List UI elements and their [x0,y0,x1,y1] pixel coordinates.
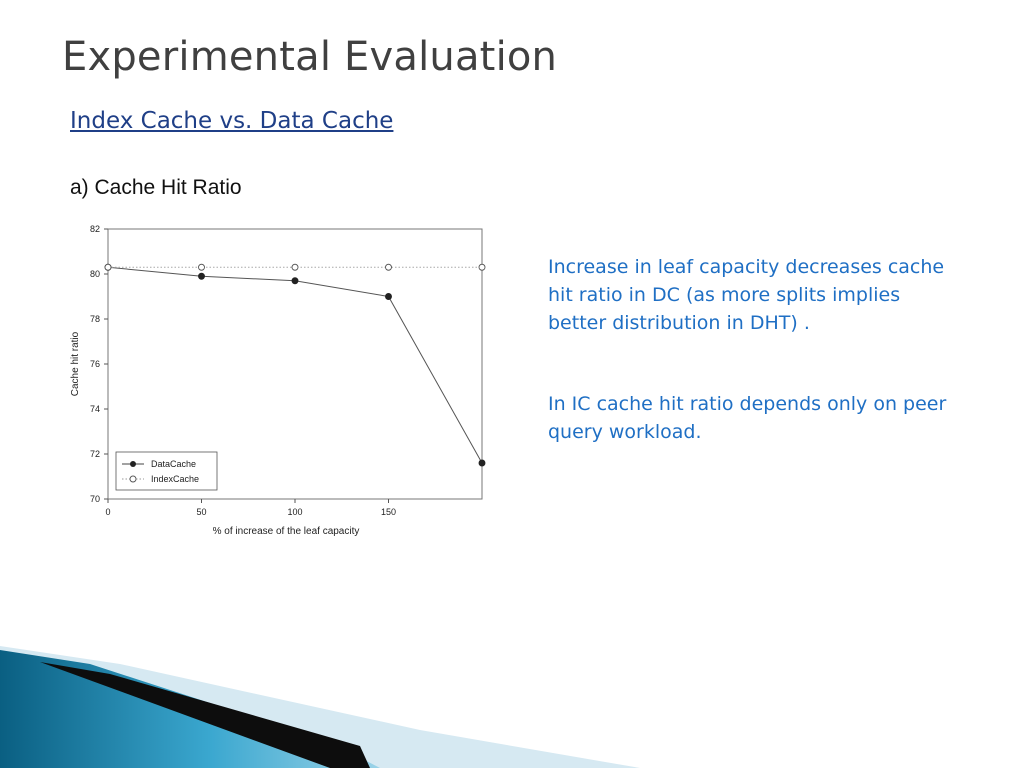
data-point-indexcache [104,263,112,271]
y-tick-label: 70 [90,494,100,504]
y-axis-label: Cache hit ratio [70,331,81,396]
y-tick-label: 82 [90,224,100,234]
data-point-datacache [198,272,205,280]
x-tick-label: 50 [196,507,206,517]
slide-title: Experimental Evaluation [62,34,558,80]
x-tick-label: 100 [287,507,302,517]
y-axis: 70 72 74 76 78 80 82 [90,224,108,504]
legend-box [115,451,218,491]
y-tick-label: 78 [90,314,100,324]
line-chart-svg: 70 72 74 76 78 80 82 0 50 100 150 Cache hit ratio… [70,224,486,537]
note-datacache: Increase in leaf capacity decreases cach… [548,256,945,334]
x-tick-label: 0 [105,507,110,517]
data-point-indexcache [198,263,205,271]
notes: Increase in leaf capacity decreases cach… [548,253,958,499]
legend: DataCache IndexCache [115,451,218,491]
data-point-indexcache [385,263,392,271]
y-tick-label: 80 [90,269,100,279]
legend-marker-indexcache [129,475,137,483]
data-point-indexcache [478,263,486,271]
slide-subtitle: Index Cache vs. Data Cache [70,108,394,134]
footer-swoosh [0,646,640,768]
data-point-datacache [385,293,392,300]
line-chart: 70 72 74 76 78 80 82 0 50 100 150 Cache hit ratio… [60,218,500,548]
section-label: a) Cache Hit Ratio [70,176,242,199]
series-points [104,263,486,467]
x-axis-label: % of increase of the leaf capacity [213,526,360,537]
y-tick-label: 76 [90,359,100,369]
data-point-indexcache [291,263,299,271]
swoosh-dark-band [40,662,370,768]
legend-label-indexcache: IndexCache [151,474,199,484]
legend-label-datacache: DataCache [151,459,196,469]
data-point-datacache [478,459,486,467]
legend-marker-datacache [130,461,136,467]
x-axis: 0 50 100 150 [105,499,396,517]
y-tick-label: 74 [90,404,100,414]
y-tick-label: 72 [90,449,100,459]
note-indexcache: In IC cache hit ratio depends only on pe… [548,393,947,443]
data-point-datacache [291,277,299,285]
x-tick-label: 150 [381,507,396,517]
